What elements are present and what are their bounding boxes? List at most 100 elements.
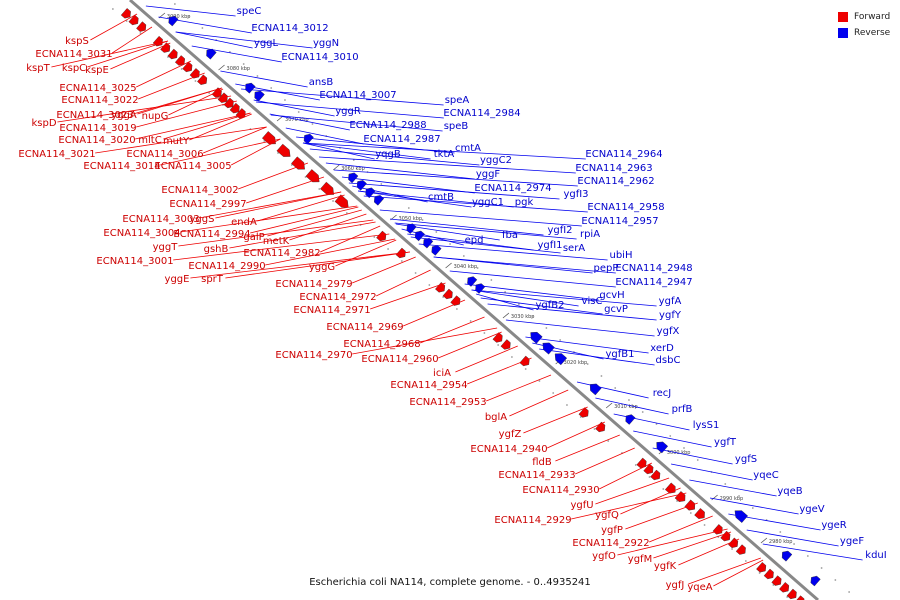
label-leader-line [257,194,345,222]
forward-gene-label: sprT [201,274,224,285]
rail-dot [125,20,128,22]
label-leader-line [225,251,411,279]
forward-gene [197,74,208,85]
rail-dot [696,459,699,461]
label-leader-line [762,543,863,561]
rail-dot [579,416,582,418]
label-leader-line [403,299,466,327]
label-leader-line [418,243,608,261]
tick-mark [711,494,718,501]
forward-gene-label: yggS [190,214,215,225]
label-leader-line [407,233,534,251]
legend-label-forward: Forward [854,12,891,22]
rail-dot [242,63,245,65]
forward-gene-label: ECNA114_2982 [243,248,320,259]
label-leader-line [191,45,282,63]
rail-dot [318,188,321,190]
rail-dot [593,428,596,430]
reverse-gene [554,353,568,366]
reverse-gene-label: gcvH [599,290,624,301]
label-leader-line [231,138,281,166]
reverse-gene-label: speA [445,95,470,106]
forward-gene [735,544,746,555]
rail-dot [311,123,314,125]
rail-dot [483,332,486,334]
reverse-gene-label: yggC2 [480,155,512,166]
rail-dot [662,488,665,490]
forward-gene-label: kspS [65,36,89,47]
reverse-gene-label: ansB [309,77,334,88]
reverse-gene-label: ECNA114_2962 [577,176,654,187]
rail-dot [284,99,286,101]
label-leader-line [137,87,223,115]
tick-label: 2990 kbp [720,496,744,502]
label-leader-line [555,434,620,462]
label-leader-line [160,138,281,166]
reverse-gene-label: yggF [476,169,501,180]
forward-gene [128,14,139,26]
forward-gene-label: ECNA114_2972 [299,292,376,303]
label-leader-line [464,283,599,301]
reverse-gene-label: ECNA114_2948 [615,263,692,274]
forward-gene-label: yggG [309,262,335,273]
label-leader-line [575,447,635,475]
forward-gene-label: ECNA114_3002 [161,185,238,196]
label-leader-line [449,270,616,288]
forward-gene-label: mltC [138,135,161,146]
label-leader-line [709,497,799,515]
forward-gene [376,230,387,242]
forward-gene-label: ECNA114_2922 [572,538,649,549]
reverse-gene-label: kduI [865,550,886,561]
label-leader-line [357,190,472,208]
forward-gene-label: kspT [26,63,50,74]
rail-dot [834,579,837,581]
forward-gene [643,463,654,475]
rail-dot [703,524,706,526]
label-leader-line [486,374,552,402]
reverse-gene [406,223,417,234]
label-leader-line [471,289,579,307]
forward-gene-label: ECNA114_2971 [293,305,370,316]
label-leader-line [341,176,475,194]
rail-dot [806,555,809,557]
reverse-gene-label: ECNA114_2988 [349,120,426,131]
rail-dot [194,80,197,82]
forward-gene [492,332,503,343]
reverse-gene-label: yqeB [777,486,802,497]
rail-dot [614,387,617,389]
label-leader-line [433,256,616,274]
rail-dot [345,212,348,214]
rail-dot [731,548,733,550]
label-leader-line [689,479,777,497]
rail-dot [400,260,403,262]
rail-dot [373,236,376,238]
label-leader-line [267,209,362,237]
label-leader-line [713,559,764,587]
label-leader-line [238,162,309,190]
legend-item-reverse: Reverse [838,25,890,41]
reverse-gene-label: recJ [653,388,672,399]
reverse-gene [254,90,265,102]
reverse-gene [348,172,359,184]
rail-dot [256,75,259,77]
reverse-gene [530,331,543,344]
reverse-gene-label: yggL [254,38,279,49]
reverse-gene-label: ygfY [659,310,682,321]
reverse-swatch [838,28,848,38]
reverse-gene-label: rpiA [580,229,600,240]
reverse-gene-label: yggC1 [472,197,504,208]
label-leader-line [285,127,364,145]
forward-gene-label: ECNA114_3004 [103,228,180,239]
reverse-gene-label: ygeV [799,504,824,515]
label-leader-line [163,112,251,140]
reverse-gene-label: cmtB [428,192,454,203]
label-leader-line [438,331,502,359]
reverse-gene-label: yggN [313,38,339,49]
label-leader-line [370,282,446,310]
label-leader-line [678,538,740,566]
label-leader-line [203,126,267,154]
forward-gene [786,588,797,600]
label-leader-line [688,557,761,585]
label-leader-line [576,381,649,399]
tick-mark [445,262,452,269]
